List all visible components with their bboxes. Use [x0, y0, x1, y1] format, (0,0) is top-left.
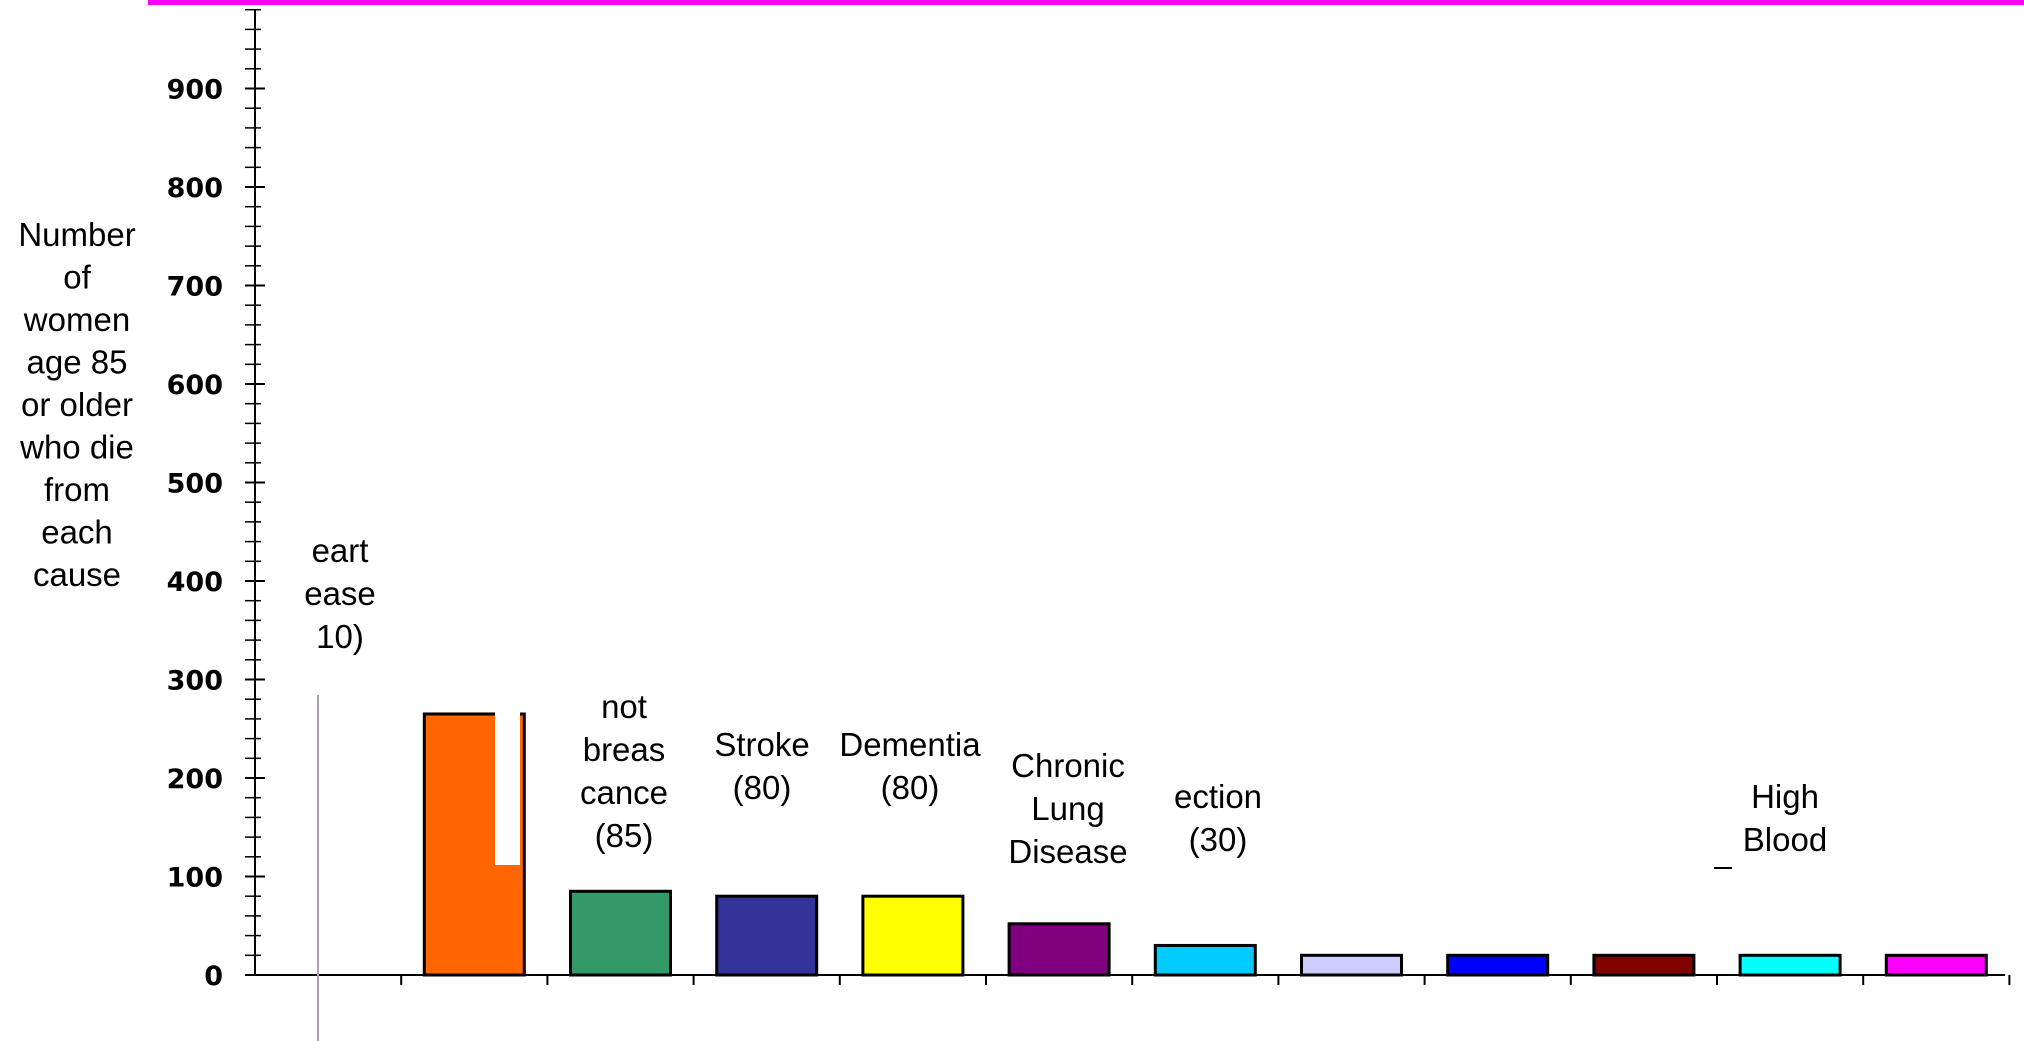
category-label-line: Chronic	[1011, 747, 1125, 784]
bar	[1300, 953, 1403, 977]
x-axis	[255, 974, 2011, 985]
category-label-line: not	[601, 688, 647, 725]
annotations	[317, 695, 1732, 1041]
y-axis-title-line: of	[63, 259, 91, 296]
category-label-line: eart	[312, 532, 369, 569]
y-axis-title-line: each	[41, 514, 113, 551]
y-axis-title: Number of women age 85 or older who die from ea…	[18, 216, 135, 593]
category-label-line: Lung	[1031, 790, 1104, 827]
category-label-line: (80)	[733, 769, 792, 806]
bar	[1153, 943, 1257, 977]
category-label-line: (80)	[881, 769, 940, 806]
y-tick-label: 400	[167, 567, 223, 598]
y-axis-title-line: who die	[19, 429, 134, 466]
bars	[422, 712, 1988, 977]
y-tick-label: 700	[167, 272, 223, 303]
y-tick-label: 0	[204, 961, 223, 992]
y-tick-label: 100	[167, 863, 223, 894]
bar	[569, 889, 672, 977]
y-tick-label: 200	[167, 764, 223, 795]
y-tick-label: 800	[167, 173, 223, 204]
category-label-line: (85)	[595, 817, 654, 854]
y-tick-label: 500	[167, 469, 223, 500]
bar	[1592, 953, 1696, 977]
category-label-line: Dementia	[839, 726, 981, 763]
y-tick-label: 600	[167, 370, 223, 401]
y-axis-title-line: women	[23, 301, 130, 338]
bar-notch	[495, 700, 520, 865]
y-tick-label: 300	[167, 666, 223, 697]
y-axis-title-line: from	[44, 471, 110, 508]
category-label-line: (30)	[1189, 821, 1248, 858]
category-label-line: ease	[304, 575, 376, 612]
bar	[1446, 953, 1550, 977]
bar	[861, 894, 965, 977]
bar	[1738, 953, 1842, 977]
category-label-line: Stroke	[714, 726, 809, 763]
y-axis-title-line: Number	[18, 216, 135, 253]
y-axis-title-line: age 85	[27, 344, 128, 381]
bar	[715, 894, 819, 977]
y-axis-title-line: cause	[33, 556, 121, 593]
y-tick-label: 900	[167, 75, 223, 106]
bar	[1007, 922, 1111, 977]
category-label-line: 10)	[316, 618, 364, 655]
category-label-line: High	[1751, 778, 1819, 815]
y-axis-ticks	[245, 8, 265, 976]
category-labels: eart ease 10) not breas cance (85) Stroke (80) De…	[304, 532, 1827, 870]
category-label-line: Blood	[1743, 821, 1827, 858]
category-label-line: Disease	[1008, 833, 1127, 870]
y-axis-title-line: or older	[21, 386, 133, 423]
category-label-line: cance	[580, 774, 668, 811]
category-label-line: ection	[1174, 778, 1262, 815]
bar	[1884, 953, 1988, 977]
category-label-line: breas	[583, 731, 666, 768]
y-axis-tick-labels: 0 100 200 300 400 500 600 700 800 900	[167, 75, 223, 993]
